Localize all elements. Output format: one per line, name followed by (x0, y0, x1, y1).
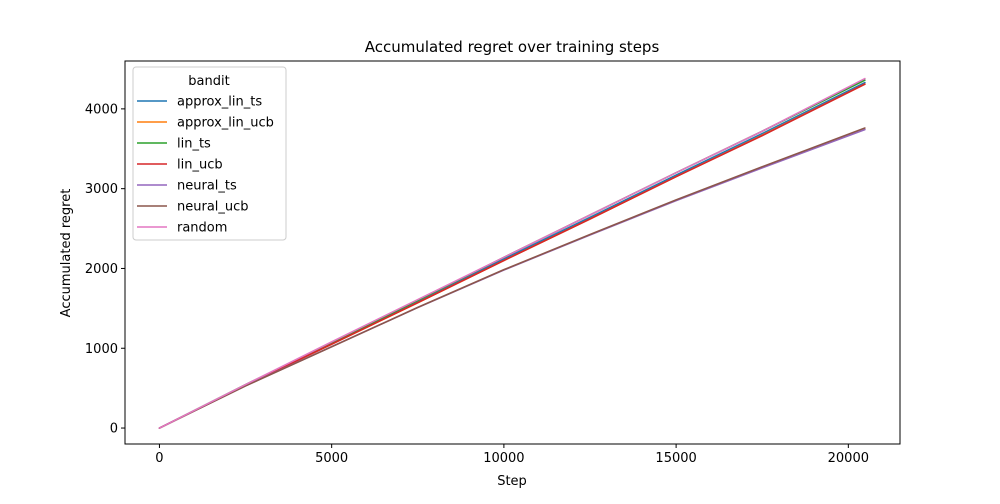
x-tick-label: 0 (155, 451, 163, 466)
y-tick-label: 3000 (85, 182, 118, 197)
axes-frame (124, 60, 901, 445)
x-tick-label: 15000 (655, 451, 696, 466)
legend: bandit approx_lin_ts approx_lin_ucb lin_ts… (132, 66, 287, 241)
x-tick-label: 10000 (483, 451, 524, 466)
legend-label-neural-ucb: neural_ucb (177, 200, 249, 215)
x-tick-label: 5000 (315, 451, 348, 466)
legend-label-random: random (177, 221, 227, 236)
x-axis-label: Step (497, 474, 527, 489)
legend-label-lin-ucb: lin_ucb (177, 158, 223, 173)
series-line-random (158, 77, 866, 429)
series-line-neural-ucb (158, 127, 866, 429)
y-axis-label: Accumulated regret (59, 189, 74, 318)
legend-label-neural-ts: neural_ts (177, 179, 237, 194)
plot-area: 0 5000 10000 15000 20000 0 1000 2000 3000 4000 (85, 60, 901, 466)
y-tick-label: 1000 (85, 342, 118, 357)
legend-label-approx-lin-ucb: approx_lin_ucb (177, 116, 274, 131)
y-tick-label: 0 (110, 422, 118, 437)
y-tick-label: 4000 (85, 102, 118, 117)
series-line-lin-ucb (158, 83, 866, 429)
y-tick-label: 2000 (85, 262, 118, 277)
legend-label-lin-ts: lin_ts (177, 137, 211, 152)
legend-title: bandit (188, 74, 229, 89)
chart-title: Accumulated regret over training steps (365, 38, 660, 56)
legend-label-approx-lin-ts: approx_lin_ts (177, 95, 262, 110)
x-tick-label: 20000 (828, 451, 869, 466)
legend-box (132, 66, 287, 241)
